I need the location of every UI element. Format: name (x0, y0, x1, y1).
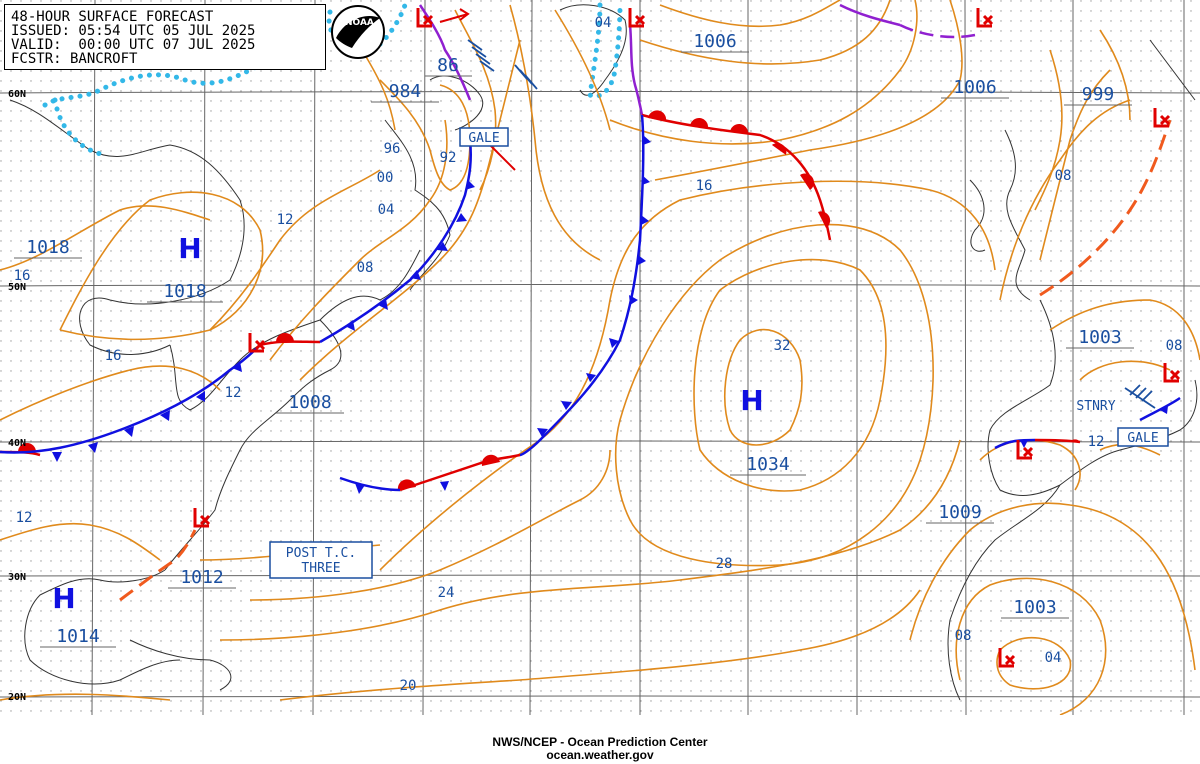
low-pressure-symbol (976, 8, 994, 28)
isobar-value-label: 00 (377, 170, 394, 186)
latitude-label: 60N (8, 89, 26, 100)
forecaster: FCSTR: BANCROFT (11, 51, 138, 67)
isobar-value-label: 08 (357, 260, 374, 276)
isobar-value-label: 96 (384, 141, 401, 157)
latitude-label: 30N (8, 572, 26, 583)
gale-warning-box (1117, 427, 1169, 447)
isobar-value-label: 04 (378, 202, 395, 218)
warm-front-scallops (18, 110, 1080, 490)
isobar-value-label: 12 (277, 212, 294, 228)
post-tropical-box (269, 541, 373, 579)
low-pressure-value: 1012 (180, 567, 223, 588)
isobar-value-label: 16 (14, 268, 31, 284)
low-pressure-value: 1006 (693, 31, 736, 52)
isobar-value-label: 12 (16, 510, 33, 526)
high-pressure-value: 1018 (163, 281, 206, 302)
credit-website: ocean.weather.gov (546, 748, 654, 762)
low-pressure-symbol (998, 648, 1016, 668)
low-pressure-symbol (248, 333, 266, 353)
isobar-value-label: 92 (440, 150, 457, 166)
isobar-value-label: 16 (696, 178, 713, 194)
isobar-value-label: 16 (105, 348, 122, 364)
post-tropical-label: THREE (301, 561, 340, 576)
gale-warning-box (459, 127, 509, 147)
post-tropical-label: POST T.C. (286, 546, 356, 561)
cold-front-barbs (52, 135, 1168, 494)
stationary-front-label: STNRY (1076, 399, 1115, 414)
low-pressure-symbol (628, 8, 646, 28)
low-pressure-symbol (416, 8, 434, 28)
isobar-value-label: 04 (1045, 650, 1062, 666)
noaa-logo: NOAA (331, 5, 385, 59)
low-pressure-symbol (1153, 108, 1171, 128)
isobar-value-label: 08 (955, 628, 972, 644)
low-pressure-symbol (1016, 440, 1034, 460)
gale-arrow (439, 8, 516, 171)
valid-time: VALID: 00:00 UTC 07 JUL 2025 (11, 37, 256, 53)
low-center-label: 86 (437, 55, 459, 76)
low-pressure-value: 1009 (938, 502, 981, 523)
credit-agency: NWS/NCEP - Ocean Prediction Center (492, 735, 708, 749)
wind-barbs (467, 39, 1156, 409)
pressure-value: 1018 (26, 237, 69, 258)
low-pressure-symbol (1163, 363, 1181, 383)
low-pressure-value: 1003 (1013, 597, 1056, 618)
troughs (119, 119, 1172, 602)
low-pressure-value: 1003 (1078, 327, 1121, 348)
high-pressure-value: 1014 (56, 626, 99, 647)
isobar-value-label: 12 (1088, 434, 1105, 450)
latitude-label: 20N (8, 692, 26, 703)
low-pressure-value: 999 (1082, 84, 1115, 105)
isobar-value-label: 04 (595, 15, 612, 31)
grid-lines (0, 0, 1200, 716)
isobar-value-label: 20 (400, 678, 417, 694)
low-pressure-value: 984 (389, 81, 422, 102)
high-pressure-symbol: H (178, 232, 201, 265)
isobar-value-label: 24 (438, 585, 455, 601)
low-pressure-value: 1008 (288, 392, 331, 413)
isobar-value-label: 32 (774, 338, 791, 354)
low-pressure-value: 1006 (953, 77, 996, 98)
isobar-value-label: 28 (716, 556, 733, 572)
occluded-front-dashed (899, 23, 976, 39)
isobar-value-label: 12 (225, 385, 242, 401)
gale-warning-label: GALE (1127, 431, 1158, 446)
high-pressure-value: 1034 (746, 454, 789, 475)
lat-lon-dot-grid (0, 0, 1200, 715)
isobar-value-label: 08 (1166, 338, 1183, 354)
isobar-value-label: 08 (1055, 168, 1072, 184)
gale-warning-label: GALE (468, 131, 499, 146)
forecast-header-box: 48-HOUR SURFACE FORECAST ISSUED: 05:54 U… (4, 4, 326, 70)
high-pressure-symbol: H (52, 582, 75, 615)
latitude-label: 50N (8, 282, 26, 293)
latitude-label: 40N (8, 438, 26, 449)
high-pressure-symbol: H (740, 384, 763, 417)
issued-time: ISSUED: 05:54 UTC 05 JUL 2025 (11, 23, 256, 39)
noaa-logo-text: NOAA (345, 18, 374, 28)
low-pressure-symbol (193, 508, 211, 528)
cold-fronts (0, 114, 1181, 492)
product-title: 48-HOUR SURFACE FORECAST (11, 9, 214, 25)
